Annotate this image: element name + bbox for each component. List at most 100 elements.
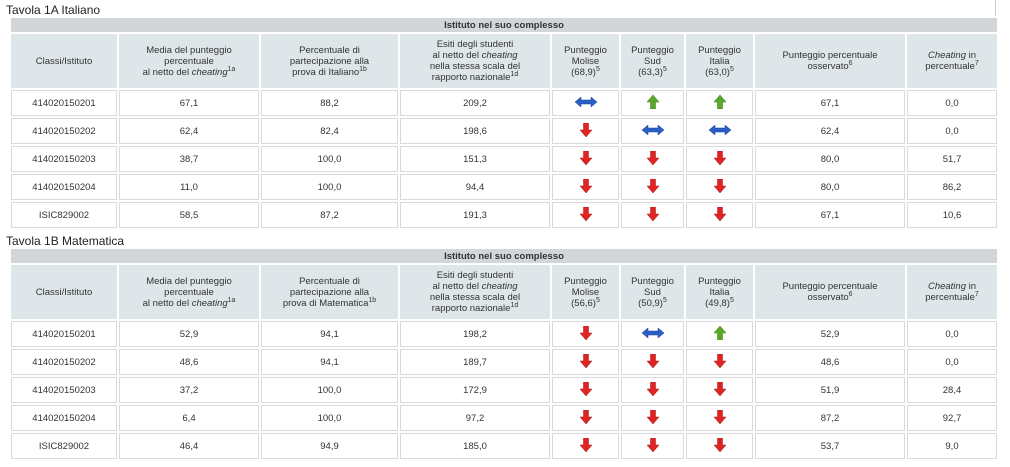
- arrow-down-red-icon: [645, 437, 660, 455]
- cell-italia: [686, 321, 753, 347]
- table-a-title: Tavola 1A Italiano: [6, 3, 101, 17]
- cell-italia: [686, 90, 753, 116]
- cell-media: 46,4: [119, 433, 259, 459]
- header-sud: Punteggio Sud (50,9)5: [621, 265, 684, 319]
- cell-media: 62,4: [119, 118, 259, 144]
- header-cheating: Cheating in percentuale7: [907, 265, 997, 319]
- arrow-down-red-icon: [645, 206, 660, 224]
- cell-osservato: 67,1: [755, 202, 905, 228]
- cell-sud: [621, 118, 684, 144]
- cell-molise: [552, 146, 619, 172]
- cell-sud: [621, 321, 684, 347]
- arrow-down-red-icon: [645, 178, 660, 196]
- cell-media: 37,2: [119, 377, 259, 403]
- arrow-down-red-icon: [712, 178, 727, 196]
- cell-molise: [552, 174, 619, 200]
- cell-esiti: 189,7: [400, 349, 550, 375]
- arrow-left-right-blue-icon: [708, 123, 731, 138]
- cell-sud: [621, 349, 684, 375]
- cell-osservato: 80,0: [755, 146, 905, 172]
- arrow-down-red-icon: [578, 381, 593, 399]
- cell-perc: 94,1: [261, 321, 398, 347]
- cell-osservato: 62,4: [755, 118, 905, 144]
- cell-cheating: 0,0: [907, 90, 997, 116]
- table-row: 414020150202 62,4 82,4 198,6 62,4 0,0: [11, 118, 997, 144]
- arrow-down-red-icon: [578, 325, 593, 343]
- cell-cheating: 0,0: [907, 349, 997, 375]
- cell-esiti: 185,0: [400, 433, 550, 459]
- cell-osservato: 53,7: [755, 433, 905, 459]
- header-cheating: Cheating in percentuale7: [907, 34, 997, 88]
- header-sud: Punteggio Sud (63,3)5: [621, 34, 684, 88]
- arrow-down-red-icon: [645, 409, 660, 427]
- header-classi: Classi/Istituto: [11, 34, 117, 88]
- cell-osservato: 48,6: [755, 349, 905, 375]
- table-row: 414020150201 67,1 88,2 209,2 67,1 0,0: [11, 90, 997, 116]
- cell-sud: [621, 202, 684, 228]
- cell-sud: [621, 90, 684, 116]
- cell-classe: 414020150202: [11, 118, 117, 144]
- cell-esiti: 198,2: [400, 321, 550, 347]
- cell-perc: 94,1: [261, 349, 398, 375]
- cell-media: 48,6: [119, 349, 259, 375]
- cell-esiti: 151,3: [400, 146, 550, 172]
- table-b-title: Tavola 1B Matematica: [6, 234, 125, 248]
- cell-italia: [686, 405, 753, 431]
- cell-media: 52,9: [119, 321, 259, 347]
- table-row: 414020150203 38,7 100,0 151,3 80,0 51,7: [11, 146, 997, 172]
- cell-perc: 100,0: [261, 174, 398, 200]
- cell-cheating: 10,6: [907, 202, 997, 228]
- cell-perc: 88,2: [261, 90, 398, 116]
- table-row: 414020150202 48,6 94,1 189,7 48,6 0,0: [11, 349, 997, 375]
- table-row: 414020150201 52,9 94,1 198,2 52,9 0,0: [11, 321, 997, 347]
- header-osservato: Punteggio percentuale osservato6: [755, 34, 905, 88]
- table-row: 414020150204 11,0 100,0 94,4 80,0 86,2: [11, 174, 997, 200]
- cell-esiti: 209,2: [400, 90, 550, 116]
- cell-media: 11,0: [119, 174, 259, 200]
- header-percentuale: Percentuale di partecipazione alla prova…: [261, 265, 398, 319]
- arrow-left-right-blue-icon: [574, 95, 597, 110]
- table-row: 414020150204 6,4 100,0 97,2 87,2 92,7: [11, 405, 997, 431]
- arrow-down-red-icon: [712, 353, 727, 371]
- cell-osservato: 52,9: [755, 321, 905, 347]
- cell-sud: [621, 146, 684, 172]
- cell-perc: 82,4: [261, 118, 398, 144]
- cell-classe: 414020150202: [11, 349, 117, 375]
- cell-molise: [552, 202, 619, 228]
- cell-perc: 100,0: [261, 146, 398, 172]
- cell-molise: [552, 405, 619, 431]
- cell-cheating: 9,0: [907, 433, 997, 459]
- arrow-down-red-icon: [578, 437, 593, 455]
- cell-sud: [621, 174, 684, 200]
- arrow-down-red-icon: [712, 437, 727, 455]
- arrow-down-red-icon: [578, 178, 593, 196]
- cell-media: 67,1: [119, 90, 259, 116]
- cell-molise: [552, 321, 619, 347]
- cell-italia: [686, 349, 753, 375]
- arrow-down-red-icon: [645, 381, 660, 399]
- table-row: 414020150203 37,2 100,0 172,9 51,9 28,4: [11, 377, 997, 403]
- header-percentuale: Percentuale di partecipazione alla prova…: [261, 34, 398, 88]
- header-osservato: Punteggio percentuale osservato6: [755, 265, 905, 319]
- cell-italia: [686, 433, 753, 459]
- cell-esiti: 172,9: [400, 377, 550, 403]
- arrow-down-red-icon: [645, 353, 660, 371]
- cell-perc: 100,0: [261, 405, 398, 431]
- cell-classe: ISIC829002: [11, 433, 117, 459]
- cell-sud: [621, 405, 684, 431]
- header-italia: Punteggio Italia (63,0)5: [686, 34, 753, 88]
- cell-cheating: 86,2: [907, 174, 997, 200]
- cell-molise: [552, 433, 619, 459]
- cell-osservato: 80,0: [755, 174, 905, 200]
- header-classi: Classi/Istituto: [11, 265, 117, 319]
- arrow-down-red-icon: [712, 206, 727, 224]
- arrow-up-green-icon: [645, 94, 660, 112]
- cell-cheating: 0,0: [907, 321, 997, 347]
- cell-italia: [686, 202, 753, 228]
- cell-cheating: 28,4: [907, 377, 997, 403]
- header-media: Media del punteggio percentuale al netto…: [119, 34, 259, 88]
- arrow-down-red-icon: [712, 381, 727, 399]
- cell-perc: 100,0: [261, 377, 398, 403]
- cell-esiti: 97,2: [400, 405, 550, 431]
- arrow-down-red-icon: [712, 409, 727, 427]
